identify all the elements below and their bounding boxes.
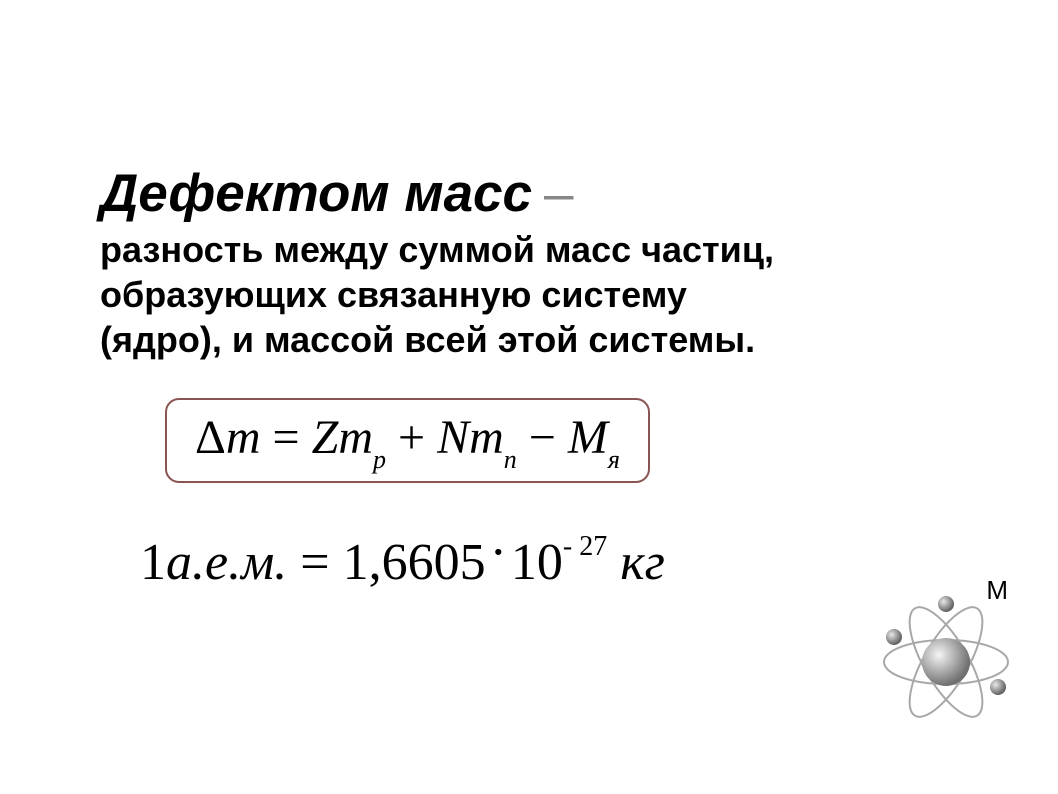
title-line: Дефектом масс– <box>100 165 978 223</box>
formula-minus: − <box>517 411 568 464</box>
formula-Z: Z <box>312 411 339 464</box>
formula-eq: = <box>261 411 312 464</box>
dash: – <box>544 164 573 223</box>
formula-sub-p: p <box>373 445 386 474</box>
mass-defect-formula-box: Δm = Zmp + Nmn − Mя <box>165 398 650 483</box>
formula-sub-n: n <box>504 445 517 474</box>
amu-eq: = <box>287 534 342 591</box>
formula-M: M <box>568 411 608 464</box>
formula-plus: + <box>386 411 437 464</box>
mass-defect-formula: Δm = Zmp + Nmn − Mя <box>195 411 620 464</box>
formula-N: N <box>437 411 469 464</box>
definition-line-3: (ядро), и массой всей этой системы. <box>100 317 978 362</box>
formula-mp: m <box>338 411 373 464</box>
atom-icon <box>876 592 1016 732</box>
title: Дефектом масс <box>100 164 532 223</box>
amu-dot: · <box>490 524 507 581</box>
definition-line-2: образующих связанную систему <box>100 272 978 317</box>
amu-aem: а.е.м. <box>166 534 287 591</box>
formula-mn: m <box>469 411 504 464</box>
definition: разность между суммой масс частиц, образ… <box>100 227 978 362</box>
amu-ten: 10 <box>511 534 563 591</box>
formula-delta: Δ <box>195 411 226 464</box>
amu-value: 1,6605 <box>343 534 486 591</box>
formula-sub-ya: я <box>608 445 620 474</box>
formula-m: m <box>226 411 261 464</box>
amu-exp: - 27 <box>563 531 607 562</box>
amu-formula: 1а.е.м. = 1,6605·10- 27 кг <box>140 533 978 592</box>
definition-line-1: разность между суммой масс частиц, <box>100 227 978 272</box>
amu-one: 1 <box>140 534 166 591</box>
amu-kg: кг <box>607 534 665 591</box>
